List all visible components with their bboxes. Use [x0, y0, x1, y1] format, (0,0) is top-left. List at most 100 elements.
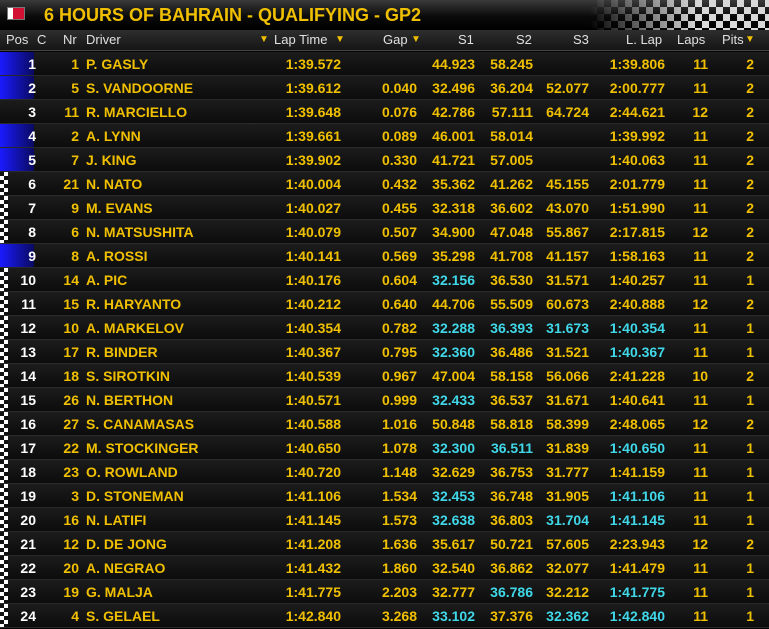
table-row[interactable]: 22 20 A. NEGRAO 1:41.432 1.860 32.540 36.862 32…: [0, 556, 769, 580]
status-marker-checkered: [0, 172, 8, 195]
table-row[interactable]: 17 22 M. STOCKINGER 1:40.650 1.078 32.300 36.5…: [0, 436, 769, 460]
col-header-last-lap[interactable]: L. Lap: [626, 32, 663, 47]
cell-pos: 13: [20, 344, 36, 360]
cell-gap: 0.782: [381, 320, 417, 336]
table-row[interactable]: 12 10 A. MARKELOV 1:40.354 0.782 32.288 36.393…: [0, 316, 769, 340]
cell-s2: 58.014: [490, 128, 533, 144]
cell-s3: 32.077: [546, 560, 589, 576]
cell-gap: 0.455: [381, 200, 417, 216]
cell-s1: 46.001: [432, 128, 475, 144]
cell-s1: 41.721: [432, 152, 475, 168]
cell-s1: 44.923: [432, 56, 475, 72]
cell-lap-time: 1:41.775: [285, 584, 341, 600]
table-row[interactable]: 10 14 A. PIC 1:40.176 0.604 32.156 36.530 31.57…: [0, 268, 769, 292]
cell-l-lap: 2:23.943: [609, 536, 665, 552]
cell-lap-time: 1:39.572: [285, 56, 341, 72]
table-row[interactable]: 13 17 R. BINDER 1:40.367 0.795 32.360 36.486 31…: [0, 340, 769, 364]
col-header-s2[interactable]: S2: [516, 32, 532, 47]
cell-s1: 32.638: [432, 512, 475, 528]
cell-laps: 12: [692, 224, 708, 240]
cell-s3: 31.673: [546, 320, 589, 336]
col-header-gap[interactable]: Gap: [383, 32, 408, 47]
cell-lap-time: 1:41.432: [285, 560, 341, 576]
status-marker-blue: [0, 76, 34, 99]
table-row[interactable]: 1 1 P. GASLY 1:39.572 44.923 58.245 1:39.806 11…: [0, 52, 769, 76]
cell-pits: 1: [746, 584, 754, 600]
table-row[interactable]: 6 21 N. NATO 1:40.004 0.432 35.362 41.262 45.15…: [0, 172, 769, 196]
cell-nr: 12: [63, 536, 79, 552]
cell-lap-time: 1:40.539: [285, 368, 341, 384]
status-marker-checkered: [0, 292, 8, 315]
status-marker-checkered: [0, 196, 8, 219]
cell-s3: 58.399: [546, 416, 589, 432]
table-row[interactable]: 4 2 A. LYNN 1:39.661 0.089 46.001 58.014 1:39.9…: [0, 124, 769, 148]
table-row[interactable]: 9 8 A. ROSSI 1:40.141 0.569 35.298 41.708 41.15…: [0, 244, 769, 268]
cell-s3: 52.077: [546, 80, 589, 96]
cell-pits: 2: [746, 176, 754, 192]
cell-nr: 2: [71, 128, 79, 144]
cell-s2: 57.111: [491, 104, 533, 120]
status-marker-checkered: [0, 340, 8, 363]
table-row[interactable]: 8 6 N. MATSUSHITA 1:40.079 0.507 34.900 47.048…: [0, 220, 769, 244]
cell-lap-time: 1:40.079: [285, 224, 341, 240]
table-row[interactable]: 2 5 S. VANDOORNE 1:39.612 0.040 32.496 36.204 5…: [0, 76, 769, 100]
cell-l-lap: 1:41.159: [609, 464, 665, 480]
cell-driver: S. VANDOORNE: [86, 80, 194, 96]
table-row[interactable]: 18 23 O. ROWLAND 1:40.720 1.148 32.629 36.753 3…: [0, 460, 769, 484]
cell-gap: 0.967: [381, 368, 417, 384]
table-row[interactable]: 7 9 M. EVANS 1:40.027 0.455 32.318 36.602 43.07…: [0, 196, 769, 220]
cell-s1: 32.156: [432, 272, 475, 288]
cell-s1: 32.629: [432, 464, 475, 480]
cell-s3: 60.673: [546, 296, 589, 312]
cell-pos: 10: [20, 272, 36, 288]
col-header-pos[interactable]: Pos: [6, 32, 29, 47]
cell-driver: A. MARKELOV: [86, 320, 184, 336]
cell-s3: 32.212: [546, 584, 589, 600]
cell-gap: 2.203: [381, 584, 417, 600]
table-row[interactable]: 14 18 S. SIROTKIN 1:40.539 0.967 47.004 58.158…: [0, 364, 769, 388]
cell-nr: 1: [71, 56, 79, 72]
table-row[interactable]: 3 11 R. MARCIELLO 1:39.648 0.076 42.786 57.111…: [0, 100, 769, 124]
cell-pits: 2: [746, 104, 754, 120]
table-row[interactable]: 11 15 R. HARYANTO 1:40.212 0.640 44.706 55.509…: [0, 292, 769, 316]
cell-s2: 41.708: [490, 248, 533, 264]
col-header-nr[interactable]: Nr: [63, 32, 77, 47]
cell-l-lap: 1:41.775: [609, 584, 665, 600]
cell-pos: 2: [28, 80, 36, 96]
cell-driver: N. MATSUSHITA: [86, 224, 194, 240]
cell-pits: 1: [746, 344, 754, 360]
cell-gap: 0.999: [381, 392, 417, 408]
cell-pos: 6: [28, 176, 36, 192]
table-row[interactable]: 5 7 J. KING 1:39.902 0.330 41.721 57.005 1:40.0…: [0, 148, 769, 172]
cell-driver: S. GELAEL: [86, 608, 160, 624]
cell-pos: 9: [28, 248, 36, 264]
table-row[interactable]: 20 16 N. LATIFI 1:41.145 1.573 32.638 36.803 31…: [0, 508, 769, 532]
cell-s3: 31.704: [546, 512, 589, 528]
table-row[interactable]: 23 19 G. MALJA 1:41.775 2.203 32.777 36.786 32.…: [0, 580, 769, 604]
table-row[interactable]: 19 3 D. STONEMAN 1:41.106 1.534 32.453 36.748 3…: [0, 484, 769, 508]
cell-nr: 7: [71, 152, 79, 168]
cell-s2: 36.393: [490, 320, 533, 336]
col-header-s1[interactable]: S1: [458, 32, 474, 47]
col-header-class[interactable]: C: [37, 32, 47, 47]
cell-laps: 11: [693, 128, 708, 144]
cell-s1: 32.318: [432, 200, 475, 216]
cell-s3: 57.605: [546, 536, 589, 552]
cell-laps: 11: [693, 488, 708, 504]
cell-gap: 1.860: [381, 560, 417, 576]
cell-gap: 0.330: [381, 152, 417, 168]
status-marker-blue: [0, 148, 34, 171]
col-header-lap-time[interactable]: Lap Time: [274, 32, 328, 47]
table-row[interactable]: 24 4 S. GELAEL 1:42.840 3.268 33.102 37.376 32.…: [0, 604, 769, 628]
table-row[interactable]: 21 12 D. DE JONG 1:41.208 1.636 35.617 50.721 5…: [0, 532, 769, 556]
col-header-s3[interactable]: S3: [573, 32, 589, 47]
table-row[interactable]: 15 26 N. BERTHON 1:40.571 0.999 32.433 36.537 3…: [0, 388, 769, 412]
cell-s1: 32.300: [432, 440, 475, 456]
cell-gap: 1.078: [381, 440, 417, 456]
cell-pits: 1: [746, 488, 754, 504]
table-row[interactable]: 16 27 S. CANAMASAS 1:40.588 1.016 50.848 58.81…: [0, 412, 769, 436]
col-header-pits[interactable]: Pits: [722, 32, 744, 47]
cell-gap: 0.569: [381, 248, 417, 264]
col-header-driver[interactable]: Driver: [86, 32, 121, 47]
col-header-laps[interactable]: Laps: [677, 32, 706, 47]
